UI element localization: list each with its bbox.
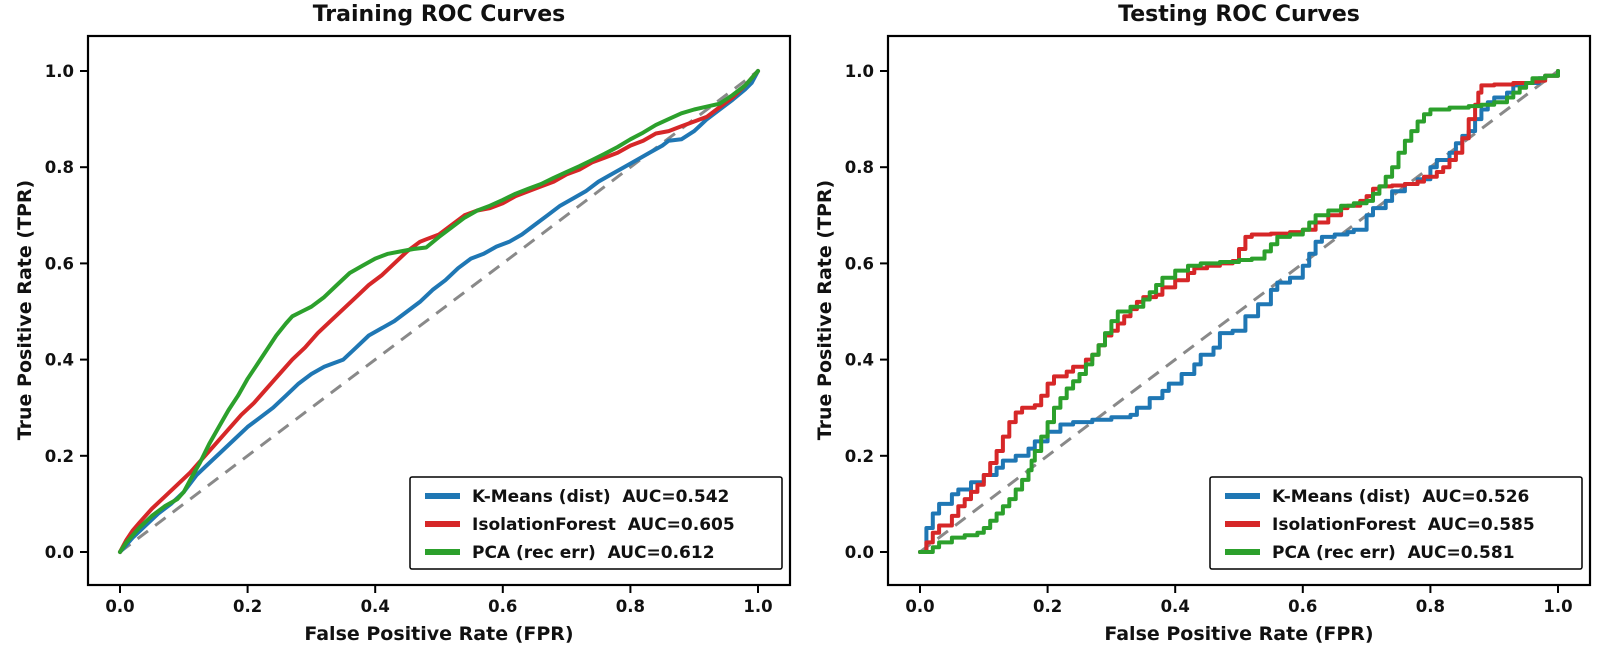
testing-chart-title: Testing ROC Curves [1118, 2, 1360, 27]
x-tick-label: 0.8 [616, 597, 645, 616]
legend-label: IsolationForest AUC=0.585 [1272, 515, 1535, 535]
y-tick-label: 0.2 [845, 447, 874, 466]
x-tick-label: 0.6 [1288, 597, 1317, 616]
x-tick-label: 0.4 [1161, 597, 1190, 616]
training-roc-chart: 0.0 0.2 0.4 0.6 0.8 1.0 0.0 0.2 0.4 0.6 0.8 1.0 K-Me… [45, 34, 792, 616]
y-tick-label: 0.6 [45, 254, 74, 273]
y-tick-label: 0.4 [45, 351, 74, 370]
x-tick-label: 0.2 [233, 597, 262, 616]
x-tick-label: 1.0 [743, 597, 772, 616]
y-tick-label: 0.0 [45, 543, 74, 562]
legend-label: K-Means (dist) AUC=0.526 [1272, 487, 1529, 507]
testing-roc-chart: 0.0 0.2 0.4 0.6 0.8 1.0 0.0 0.2 0.4 0.6 0.8 1.0 K-Me… [845, 34, 1592, 616]
axis-ticks: 0.0 0.2 0.4 0.6 0.8 1.0 0.0 0.2 0.4 0.6 0.8 1.0 [45, 62, 773, 616]
legend: K-Means (dist) AUC=0.526 IsolationForest … [1209, 476, 1583, 570]
roc-curve-k-means-dist [118, 69, 760, 554]
roc-curve-isolationforest [918, 69, 1560, 554]
legend-box [1209, 476, 1583, 570]
y-tick-label: 1.0 [845, 62, 874, 81]
testing-panel: Testing ROC Curves True Positive Rate (T… [800, 0, 1600, 659]
plot-frame [886, 34, 1592, 587]
x-tick-label: 1.0 [1543, 597, 1572, 616]
training-chart-title: Training ROC Curves [312, 2, 566, 27]
axis-ticks: 0.0 0.2 0.4 0.6 0.8 1.0 0.0 0.2 0.4 0.6 0.8 1.0 [845, 62, 1573, 616]
training-panel: Training ROC Curves True Positive Rate (… [14, 2, 792, 645]
y-tick-label: 1.0 [45, 62, 74, 81]
x-tick-label: 0.2 [1033, 597, 1062, 616]
testing-x-axis-label: False Positive Rate (FPR) [1104, 623, 1374, 645]
x-tick-label: 0.6 [488, 597, 517, 616]
x-tick-label: 0.0 [105, 597, 134, 616]
plot-frame [86, 34, 792, 587]
legend-box [409, 476, 783, 570]
legend-label: PCA (rec err) AUC=0.612 [472, 543, 715, 563]
y-tick-label: 0.6 [845, 254, 874, 273]
roc-curve-pca-rec-err [918, 69, 1560, 554]
y-tick-label: 0.4 [845, 351, 874, 370]
y-tick-label: 0.0 [845, 543, 874, 562]
legend-label: PCA (rec err) AUC=0.581 [1272, 543, 1515, 563]
training-x-axis-label: False Positive Rate (FPR) [304, 623, 574, 645]
legend: K-Means (dist) AUC=0.542 IsolationForest … [409, 476, 783, 570]
y-tick-label: 0.8 [845, 158, 874, 177]
legend-label: IsolationForest AUC=0.605 [472, 515, 735, 535]
x-tick-label: 0.8 [1416, 597, 1445, 616]
y-tick-label: 0.8 [45, 158, 74, 177]
roc-curve-isolationforest [118, 69, 760, 554]
legend-label: K-Means (dist) AUC=0.542 [472, 487, 729, 507]
x-tick-label: 0.0 [905, 597, 934, 616]
x-tick-label: 0.4 [361, 597, 390, 616]
y-tick-label: 0.2 [45, 447, 74, 466]
roc-curve-pca-rec-err [118, 69, 760, 554]
